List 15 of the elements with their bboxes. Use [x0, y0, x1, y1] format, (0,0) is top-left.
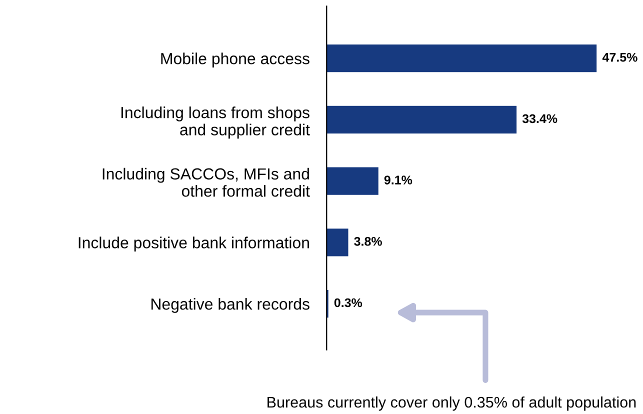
- data-label: 0.3%: [334, 298, 362, 308]
- y-tick-label: Negative bank records: [151, 298, 310, 313]
- bar: [326, 44, 597, 72]
- text: Bureaus currently cover only 0.35% of adult population: [268, 396, 636, 411]
- bar: [326, 228, 348, 256]
- bar: [326, 167, 378, 195]
- data-label: 47.5%: [602, 52, 638, 62]
- y-tick-label: Include positive bank information: [78, 236, 309, 252]
- data-label: 33.4%: [522, 114, 558, 124]
- y-tick-label: Including loans from shops and supplier credit: [121, 106, 310, 139]
- bar: [326, 106, 517, 134]
- y-tick-label: Including SACCOs, MFIs and other formal credit: [102, 168, 310, 197]
- y-tick-label: Mobile phone access: [161, 52, 310, 68]
- data-label: 9.1%: [384, 176, 412, 184]
- data-label: 3.8%: [354, 236, 382, 246]
